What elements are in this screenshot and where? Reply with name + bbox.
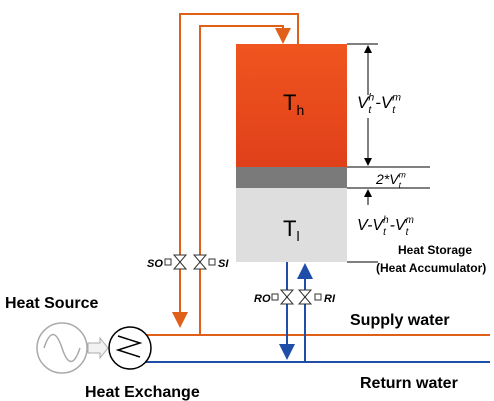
heat-exchanger-icon bbox=[108, 326, 152, 370]
dimension-label: -V bbox=[390, 217, 407, 234]
mix-zone bbox=[236, 167, 347, 188]
valves bbox=[164, 254, 322, 305]
return-label: Return water bbox=[360, 375, 458, 392]
dimension-label: V bbox=[357, 93, 370, 112]
sine-icon bbox=[43, 333, 81, 363]
tank-label: T bbox=[283, 216, 296, 241]
storage-subtitle: (Heat Accumulator) bbox=[376, 261, 486, 275]
dimension-label: 2*V bbox=[375, 171, 400, 187]
supply-pipes bbox=[145, 13, 490, 336]
dimension-sub: t bbox=[399, 180, 402, 190]
dimension-sup: h bbox=[383, 215, 389, 226]
supply-label: Supply water bbox=[350, 312, 450, 329]
heat-source-label: Heat Source bbox=[5, 295, 98, 312]
dimension-sup: m bbox=[399, 170, 406, 180]
heat-exchange-label: Heat Exchange bbox=[85, 384, 200, 401]
storage-title: Heat Storage bbox=[398, 243, 472, 257]
dimension-lines bbox=[347, 43, 430, 263]
valve-label: SI bbox=[218, 258, 229, 270]
coil-icon bbox=[115, 335, 143, 358]
tank-label-sub: l bbox=[296, 228, 299, 244]
dimension-label: V-V bbox=[357, 217, 384, 234]
tank-label-sub: h bbox=[296, 102, 304, 118]
dimension-sup: m bbox=[406, 215, 414, 226]
cold-zone bbox=[236, 188, 347, 262]
dimension-sup: m bbox=[392, 91, 401, 103]
dimension-sub: t bbox=[406, 227, 410, 238]
dimension-label: -V bbox=[375, 93, 394, 112]
dimension-sub: t bbox=[392, 104, 396, 116]
dimension-sub: t bbox=[368, 104, 372, 116]
hot-zone bbox=[236, 44, 347, 167]
valve-label: RO bbox=[254, 293, 271, 305]
dimension-sub: t bbox=[383, 227, 387, 238]
dimension-sup: h bbox=[368, 91, 374, 103]
valve-label: RI bbox=[324, 293, 336, 305]
flow-arrow bbox=[87, 336, 109, 360]
return-pipes bbox=[145, 262, 490, 363]
tank-label: T bbox=[283, 90, 296, 115]
valve-label: SO bbox=[147, 258, 163, 270]
